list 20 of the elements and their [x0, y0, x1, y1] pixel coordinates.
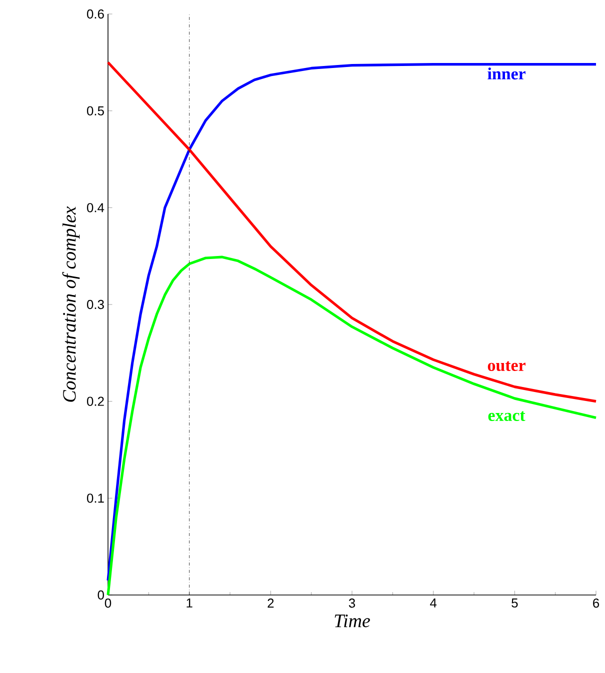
y-tick-label: 0.5	[86, 106, 104, 116]
y-tick-label: 0.6	[86, 9, 104, 19]
series-label: exact	[488, 411, 526, 422]
y-tick-label: 0.3	[86, 300, 104, 310]
x-axis-title: Time	[334, 614, 370, 628]
y-tick-label: 0.4	[86, 203, 104, 212]
line-series	[106, 61, 598, 403]
y-tick-label: 0	[98, 590, 104, 600]
x-tick-label: 0	[104, 598, 112, 608]
y-tick-label: 0.2	[86, 396, 104, 406]
x-tick-label: 5	[512, 598, 518, 608]
y-tick-label: 0.1	[86, 494, 104, 503]
x-tick-label: 6	[593, 598, 600, 608]
y-axis-title: Concentration of complex	[62, 206, 80, 402]
x-tick-label: 1	[186, 598, 192, 608]
x-tick-label: 4	[430, 598, 437, 608]
x-tick-label: 3	[348, 598, 356, 608]
series-label: outer	[488, 361, 526, 372]
x-tick-label: 2	[268, 598, 274, 608]
series-label: inner	[488, 68, 526, 80]
